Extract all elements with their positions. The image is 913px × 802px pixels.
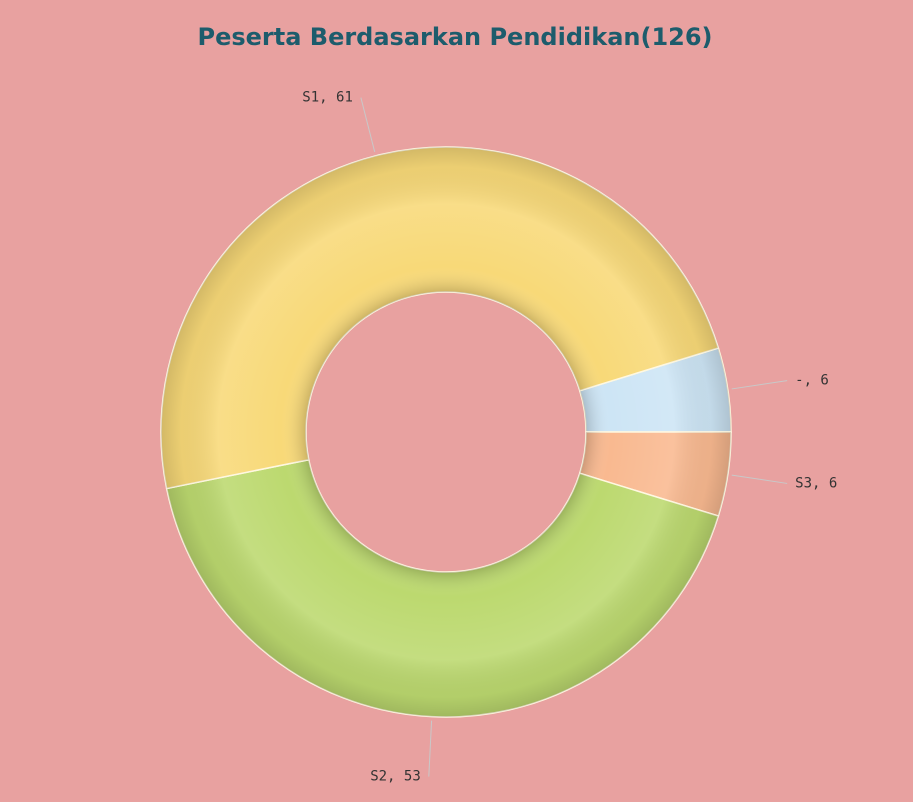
chart-title: Peserta Berdasarkan Pendidikan(126) bbox=[197, 23, 712, 51]
data-label: -, 6 bbox=[795, 373, 829, 389]
leader-line bbox=[360, 97, 376, 153]
leader-line bbox=[428, 720, 433, 777]
leader-line bbox=[731, 474, 788, 484]
data-label: S3, 6 bbox=[795, 475, 837, 491]
leader-line bbox=[731, 380, 788, 390]
donut-slice bbox=[165, 458, 720, 718]
data-label: S1, 61 bbox=[302, 90, 353, 106]
data-label: S2, 53 bbox=[370, 769, 421, 785]
